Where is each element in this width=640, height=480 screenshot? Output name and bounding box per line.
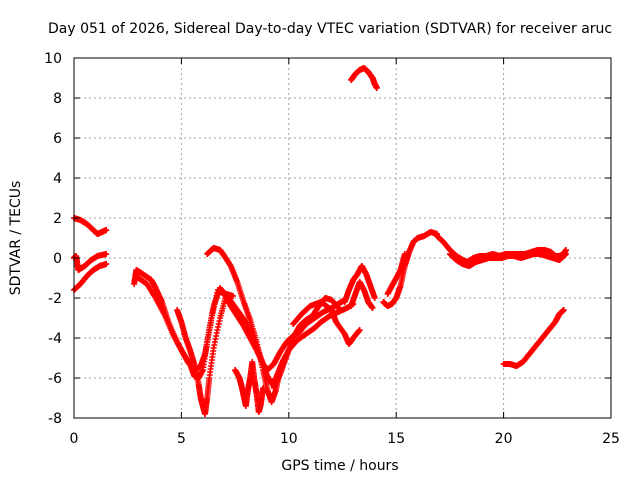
- chart-title: Day 051 of 2026, Sidereal Day-to-day VTE…: [48, 21, 612, 37]
- x-tick-label: 25: [602, 431, 620, 447]
- y-tick-label: 4: [53, 171, 62, 187]
- data-point-mid-start: [103, 251, 110, 257]
- y-tick-label: 2: [53, 211, 62, 227]
- x-tick-label: 10: [280, 431, 298, 447]
- y-tick-label: 10: [44, 51, 62, 67]
- data-point-tail-b: [562, 251, 569, 257]
- y-tick-label: -6: [48, 371, 62, 387]
- x-tick-label: 0: [70, 431, 79, 447]
- x-tick-label: 20: [495, 431, 513, 447]
- data-point-band-e: [337, 307, 344, 313]
- data-point-band-f: [356, 327, 363, 333]
- y-tick-label: 8: [53, 91, 62, 107]
- data-point-spikes: [260, 385, 267, 391]
- y-tick-label: -4: [48, 331, 62, 347]
- data-point-band-c: [229, 293, 236, 299]
- y-tick-label: 6: [53, 131, 62, 147]
- plot-frame: [73, 57, 612, 419]
- data-point-late-lower: [560, 307, 567, 313]
- y-tick-label: 0: [53, 251, 62, 267]
- data-points: [71, 65, 569, 417]
- x-tick-labels: 0 5 10 15 20 25: [70, 431, 620, 447]
- data-point-low-start: [103, 261, 110, 267]
- grid-lines: [74, 58, 611, 418]
- data-point-band-e: [336, 306, 343, 312]
- x-tick-label: 5: [177, 431, 186, 447]
- data-point-rise-b: [369, 305, 376, 311]
- y-tick-label: -2: [48, 291, 62, 307]
- x-axis-label: GPS time / hours: [281, 458, 398, 474]
- x-tick-label: 15: [387, 431, 405, 447]
- axis-ticks: [73, 57, 612, 419]
- data-point-rise-a: [371, 295, 378, 301]
- y-axis-label: SDTVAR / TECUs: [8, 181, 24, 296]
- y-tick-labels: -8 -6 -4 -2 0 2 4 6 8 10: [44, 51, 62, 427]
- data-point-top-arc: [373, 85, 380, 91]
- data-point-rise-d: [401, 251, 408, 257]
- y-tick-label: -8: [48, 411, 62, 427]
- data-point-upper-start: [103, 227, 110, 233]
